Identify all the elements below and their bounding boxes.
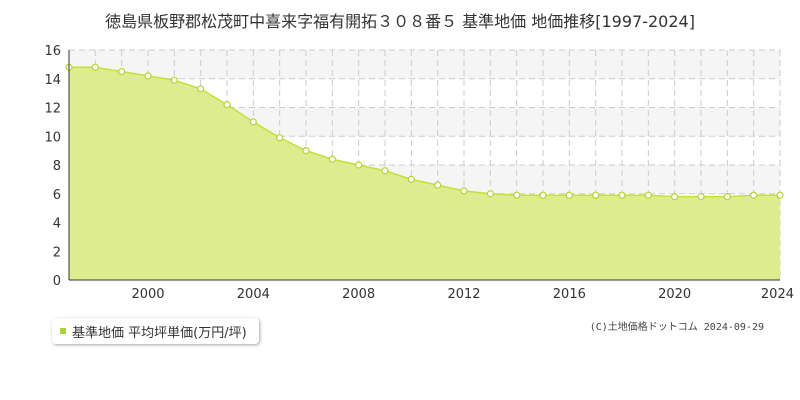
y-tick-label: 4: [53, 217, 61, 232]
y-tick-label: 2: [53, 245, 61, 260]
series-line: [69, 66, 780, 198]
y-tick-label: 16: [44, 44, 61, 59]
x-axis-tick-labels: 2000 2004 2008 2012 2016 2020 2024: [131, 287, 794, 302]
data-point: [486, 190, 494, 198]
data-point: [355, 161, 363, 169]
data-point: [407, 175, 415, 183]
legend-swatch: [60, 328, 66, 334]
data-point: [697, 193, 705, 201]
x-tick-label: 2020: [658, 287, 691, 302]
data-point: [539, 191, 547, 199]
y-tick-label: 6: [53, 188, 61, 203]
data-point: [276, 134, 284, 142]
data-point: [644, 191, 652, 199]
y-tick-label: 8: [53, 159, 61, 174]
axes: [68, 50, 780, 281]
y-tick-label: 0: [53, 274, 61, 289]
data-point: [513, 191, 521, 199]
legend-label: 基準地価 平均坪単価(万円/坪): [72, 325, 247, 341]
data-point: [170, 76, 178, 84]
data-point: [328, 155, 336, 163]
data-point: [592, 191, 600, 199]
data-point: [565, 191, 573, 199]
data-point: [118, 67, 126, 76]
data-point: [302, 147, 310, 155]
series-area: [69, 66, 780, 280]
data-point: [776, 191, 784, 199]
legend: 基準地価 平均坪単価(万円/坪): [52, 318, 259, 344]
x-tick-label: 2016: [553, 287, 586, 302]
data-point: [249, 118, 257, 126]
data-point: [223, 101, 231, 109]
chart-title: 徳島県板野郡松茂町中喜来字福有開拓３０８番５ 基準地価 地価推移[1997-20…: [105, 12, 695, 31]
data-point: [144, 72, 152, 80]
series-area-fill: [69, 67, 780, 280]
data-point: [381, 167, 389, 175]
data-point: [723, 193, 731, 201]
x-tick-label: 2008: [342, 287, 375, 302]
data-point: [91, 63, 99, 71]
y-tick-label: 14: [44, 73, 61, 88]
x-tick-label: 2000: [131, 287, 164, 302]
x-tick-label: 2024: [761, 287, 794, 302]
y-tick-label: 10: [44, 130, 61, 145]
y-axis-tick-labels: 0 2 4 6 8 10 12 14 16: [44, 44, 61, 289]
data-point: [671, 193, 679, 201]
y-tick-label: 12: [44, 102, 61, 117]
data-point: [197, 85, 205, 93]
data-point: [434, 181, 442, 189]
data-point: [750, 191, 758, 199]
x-tick-label: 2004: [237, 287, 270, 302]
x-tick-label: 2012: [447, 287, 480, 302]
data-point: [618, 191, 626, 199]
plot-band: [69, 50, 780, 79]
data-point: [460, 187, 468, 195]
copyright-text: (C)土地価格ドットコム 2024-09-29: [589, 322, 764, 333]
series-markers: [65, 63, 784, 201]
